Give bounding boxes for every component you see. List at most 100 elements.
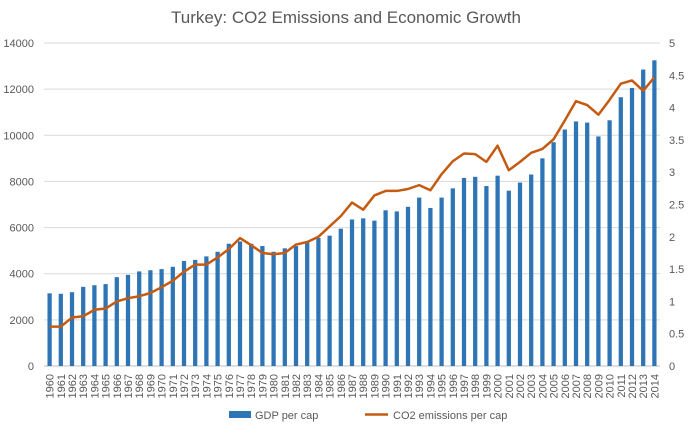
x-tick-label: 1968 [134,374,146,398]
x-tick-label: 1987 [347,374,359,398]
x-tick-label: 1977 [235,374,247,398]
x-tick-label: 1982 [291,374,303,398]
left-tick-label: 6000 [10,223,34,235]
bar-series-gdp [47,60,657,367]
bar-gdp [629,87,635,366]
bar-gdp [305,241,310,366]
right-tick-label: 2 [669,232,675,244]
x-tick-label: 1993 [414,374,426,398]
bar-gdp [450,188,455,366]
left-tick-label: 0 [28,361,34,373]
bar-gdp [349,219,355,366]
bar-gdp [383,210,388,366]
right-tick-label: 0 [669,361,675,373]
bar-gdp [260,246,265,366]
x-tick-label: 1991 [392,374,404,398]
x-tick-label: 1973 [190,374,202,398]
bar-gdp [394,211,399,366]
x-tick-label: 1984 [313,374,325,398]
bar-gdp [405,206,411,366]
x-tick-label: 1963 [78,374,90,398]
right-tick-label: 1 [669,296,675,308]
x-tick-label: 2000 [493,374,505,398]
x-tick-label: 2014 [649,374,661,398]
bar-gdp [215,251,220,366]
bar-gdp [137,271,142,366]
bar-gdp [327,235,332,366]
bar-gdp [517,182,523,366]
bar-gdp [495,175,500,366]
x-axis: 1960 1961 1962 1963 1964 1965 1966 1967 1968 1969… [45,374,662,398]
bar-gdp [484,186,489,366]
line-series-co2 [49,76,656,328]
x-tick-label: 2001 [504,374,516,398]
bar-gdp [641,69,646,367]
right-axis: 0 0.5 1 1.5 2 2.5 3 3.5 4 4.5 5 [669,38,684,373]
x-tick-label: 1976 [224,374,236,398]
x-tick-label: 1999 [481,374,493,398]
x-tick-label: 2013 [638,374,650,398]
left-tick-label: 12000 [3,84,34,96]
bar-gdp [114,277,119,366]
x-tick-label: 2010 [605,374,617,398]
right-tick-label: 4 [669,103,675,115]
x-tick-label: 1965 [101,374,113,398]
x-tick-label: 2007 [571,374,583,398]
legend: GDP per cap CO2 emissions per cap [229,410,507,422]
left-axis: 0 2000 4000 6000 8000 10000 12000 14000 [3,38,34,373]
chart-title: Turkey: CO2 Emissions and Economic Growt… [171,8,521,27]
x-tick-label: 1980 [269,374,281,398]
x-tick-label: 1964 [89,374,101,398]
x-tick-label: 1983 [302,374,314,398]
bar-gdp [271,251,276,366]
bar-gdp [148,270,153,366]
bar-gdp [562,129,567,366]
bar-gdp [428,207,433,366]
bar-gdp [439,197,444,366]
x-tick-label: 1975 [213,374,225,398]
line-co2 [49,76,656,328]
left-tick-label: 10000 [3,130,34,142]
x-tick-label: 1981 [280,374,292,398]
x-tick-label: 1978 [246,374,258,398]
left-tick-label: 14000 [3,38,34,50]
x-tick-label: 2004 [537,374,549,398]
bar-gdp [181,261,187,366]
x-tick-label: 2011 [616,374,628,398]
left-tick-label: 8000 [10,176,34,188]
x-tick-label: 1966 [112,374,124,398]
x-tick-label: 1994 [425,374,437,398]
legend-label-gdp: GDP per cap [255,410,318,422]
x-tick-label: 2005 [549,374,561,398]
x-tick-label: 1960 [45,374,57,398]
bar-gdp [596,136,601,366]
bar-gdp [249,243,254,366]
x-tick-label: 1992 [403,374,415,398]
x-tick-label: 2009 [593,374,605,398]
x-tick-label: 1972 [179,374,191,398]
right-tick-label: 0.5 [669,329,684,341]
bar-gdp [226,243,231,366]
legend-swatch-gdp [229,411,251,418]
right-tick-label: 3 [669,167,675,179]
x-tick-label: 1961 [56,374,68,398]
left-tick-label: 2000 [10,315,34,327]
right-tick-label: 1.5 [669,264,684,276]
x-tick-label: 1967 [123,374,135,398]
bar-gdp [529,174,534,366]
right-tick-label: 5 [669,38,675,50]
bar-gdp [316,237,321,366]
bar-gdp [193,259,198,366]
bar-gdp [361,218,366,366]
right-tick-label: 4.5 [669,70,684,82]
bar-gdp [417,197,422,366]
bar-gdp [125,274,131,366]
x-tick-label: 1986 [336,374,348,398]
bar-gdp [551,142,556,366]
x-tick-label: 1970 [157,374,169,398]
bar-gdp [159,269,164,366]
x-tick-label: 2008 [582,374,594,398]
x-tick-label: 1971 [168,374,180,398]
x-tick-label: 1985 [325,374,337,398]
bar-gdp [338,228,343,366]
